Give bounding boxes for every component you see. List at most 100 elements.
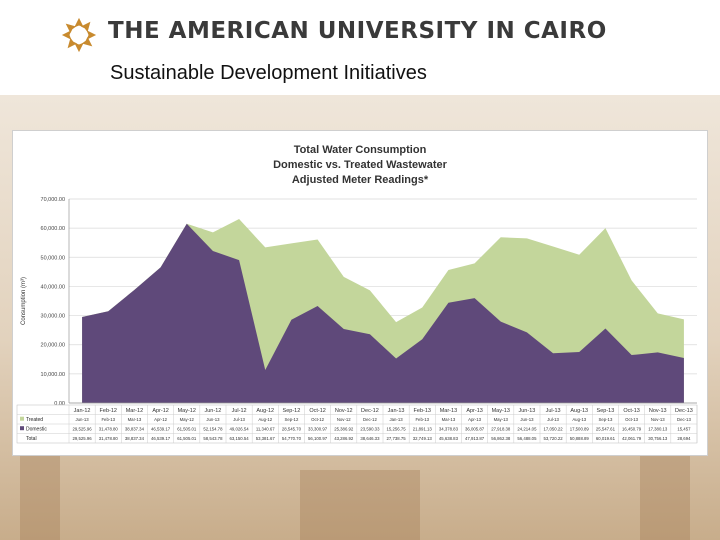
table-cell: 38,646.33 (360, 436, 380, 441)
table-cell: Sep-13 (598, 417, 612, 422)
table-cell: 34,378.83 (439, 427, 459, 432)
y-tick-label: 10,000.00 (41, 372, 65, 378)
y-tick-label: 30,000.00 (41, 314, 65, 320)
table-cell: 28,694 (677, 436, 691, 441)
table-cell: 25,547.61 (596, 427, 616, 432)
table-cell: 33,300.97 (308, 427, 328, 432)
x-tick-label: Dec-12 (361, 408, 379, 414)
y-tick-label: 60,000.00 (41, 226, 65, 232)
y-tick-label: 40,000.00 (41, 284, 65, 290)
x-tick-label: Jun-13 (519, 408, 536, 414)
x-tick-label: Aug-13 (570, 408, 588, 414)
table-cell: Jan-13 (390, 417, 404, 422)
table-cell: Oct-12 (311, 417, 325, 422)
x-tick-label: May-12 (178, 408, 196, 414)
x-tick-label: Sep-13 (597, 408, 615, 414)
table-cell: 17,500.89 (570, 427, 590, 432)
table-cell: 56,488.05 (517, 436, 537, 441)
table-cell: 32,749.13 (413, 436, 433, 441)
table-cell: Jun-13 (520, 417, 534, 422)
legend-label-treated: Treated (26, 417, 43, 423)
table-cell: 16,450.79 (622, 427, 642, 432)
legend-label-total: Total (26, 436, 37, 442)
x-tick-label: Dec-13 (675, 408, 693, 414)
x-tick-label: May-13 (492, 408, 510, 414)
table-cell: 46,539.17 (151, 436, 171, 441)
table-cell: 38,837.34 (125, 427, 145, 432)
x-tick-label: Jan-13 (388, 408, 405, 414)
x-tick-label: Feb-12 (100, 408, 117, 414)
x-tick-label: Apr-13 (466, 408, 483, 414)
table-cell: 47,913.87 (465, 436, 485, 441)
legend-swatch-domestic (20, 426, 24, 431)
slide-header: THE AMERICAN UNIVERSITY IN CAIRO Sustain… (0, 0, 720, 95)
table-cell: 24,214.05 (517, 427, 537, 432)
table-cell: 21,891.13 (413, 427, 433, 432)
table-cell: Aug-13 (572, 417, 586, 422)
chart-title-line: Domestic vs. Treated Wastewater (273, 159, 448, 171)
table-cell: 56,100.97 (308, 436, 328, 441)
chart-title: Total Water Consumption Domestic vs. Trea… (273, 144, 448, 186)
table-cell: 38,837.34 (125, 436, 145, 441)
x-tick-label: Mar-12 (126, 408, 143, 414)
table-cell: 17,050.22 (544, 427, 564, 432)
x-tick-label: Mar-13 (440, 408, 457, 414)
table-cell: 60,019.61 (596, 436, 616, 441)
table-cell: Mar-13 (128, 417, 142, 422)
y-axis-label: Consumption (m³) (21, 277, 27, 325)
x-tick-label: Aug-12 (256, 408, 274, 414)
chart-areas (82, 218, 684, 403)
table-cell: 58,543.78 (203, 436, 223, 441)
x-tick-label: Jul-13 (546, 408, 561, 414)
table-cell: 28,545.70 (282, 427, 302, 432)
x-tick-label: Sep-12 (283, 408, 301, 414)
y-tick-label: 20,000.00 (41, 343, 65, 349)
table-cell: 15,256.75 (387, 427, 407, 432)
table-cell: 45,638.83 (439, 436, 459, 441)
table-cell: 27,738.75 (387, 436, 407, 441)
x-tick-label: Oct-12 (309, 408, 326, 414)
table-cell: Jul-13 (547, 417, 559, 422)
table-cell: 54,770.70 (282, 436, 302, 441)
water-consumption-chart: Total Water Consumption Domestic vs. Trea… (16, 144, 698, 444)
table-cell: 53,720.22 (544, 436, 564, 441)
table-cell: 63,150.54 (230, 436, 250, 441)
table-cell: 30,756.13 (648, 436, 668, 441)
table-cell: Feb-13 (415, 417, 429, 422)
chart-title-line: Total Water Consumption (294, 144, 427, 156)
y-axis: 0.00 10,000.00 20,000.00 30,000.00 40,000.00… (21, 197, 697, 407)
legend-label-domestic: Domestic (26, 427, 47, 433)
table-cell: 49,026.54 (230, 427, 250, 432)
data-table: Jan-12 Feb-12 Mar-12 Apr-12 May-12 Jun-12 Jul-… (16, 404, 698, 444)
x-tick-label: Apr-12 (152, 408, 169, 414)
x-tick-label: Jan-12 (74, 408, 91, 414)
y-tick-label: 70,000.00 (41, 197, 65, 203)
x-tick-label: Nov-13 (649, 408, 667, 414)
table-cell: Mar-13 (442, 417, 456, 422)
table-cell: 61,505.01 (177, 427, 197, 432)
table-cell: 43,286.92 (334, 436, 354, 441)
y-tick-label: 0.00 (54, 401, 65, 407)
x-tick-label: Feb-13 (414, 408, 431, 414)
table-cell: Jun-13 (76, 417, 90, 422)
university-logo-icon (61, 17, 97, 53)
table-cell: May-13 (494, 417, 509, 422)
table-cell: Jun-13 (206, 417, 220, 422)
table-cell: 27,918.38 (491, 427, 511, 432)
x-tick-label: Nov-12 (335, 408, 353, 414)
table-cell: 17,380.13 (648, 427, 668, 432)
table-cell: 31,478.80 (99, 436, 119, 441)
domestic-area (82, 223, 684, 403)
table-cell: 61,505.01 (177, 436, 197, 441)
table-cell: 52,154.78 (203, 427, 223, 432)
table-cell: 25,386.92 (334, 427, 354, 432)
table-cell: Aug-12 (258, 417, 272, 422)
x-tick-label: Jul-12 (232, 408, 247, 414)
table-cell: 36,005.87 (465, 427, 485, 432)
table-cell: Oct-13 (625, 417, 639, 422)
table-cell: 56,862.38 (491, 436, 511, 441)
x-tick-label: Oct-13 (623, 408, 640, 414)
table-cell: 11,340.67 (256, 427, 275, 432)
table-cell: 53,381.67 (256, 436, 276, 441)
table-cell: May-12 (180, 417, 195, 422)
